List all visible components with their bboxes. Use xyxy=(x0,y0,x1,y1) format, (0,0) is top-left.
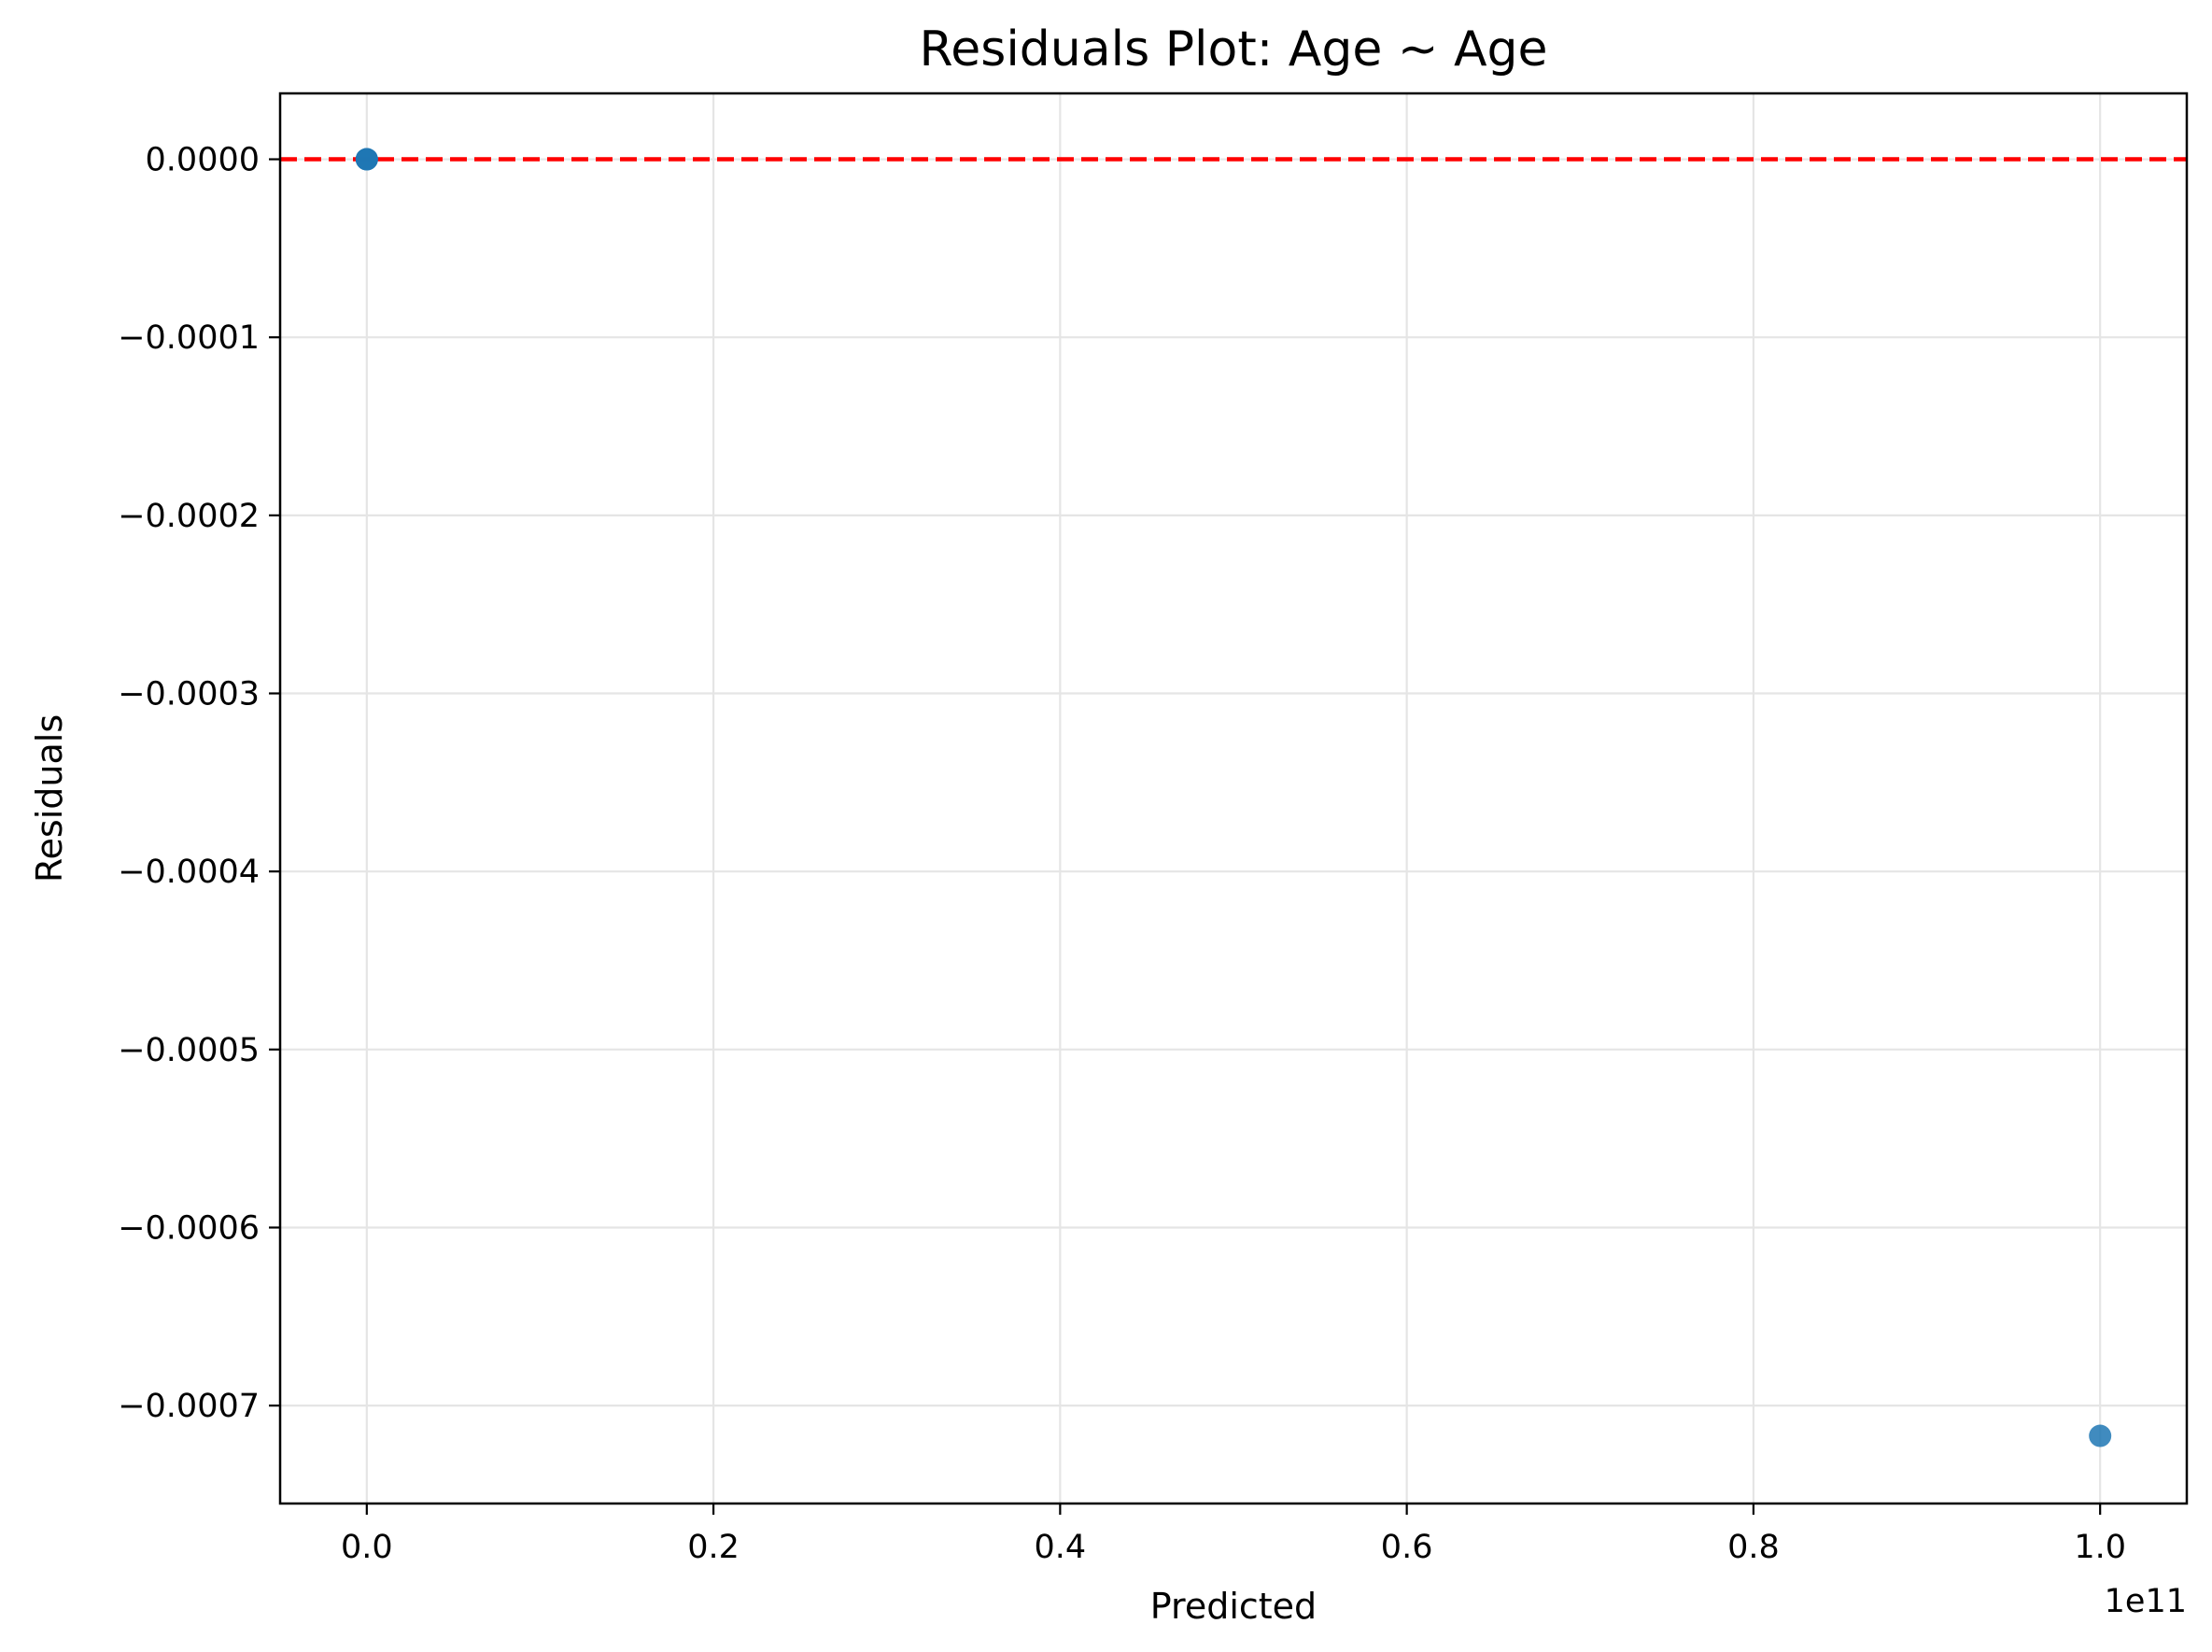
y-tick-label: −0.0005 xyxy=(118,1032,260,1069)
y-tick-label: −0.0007 xyxy=(118,1388,260,1425)
x-axis-label: Predicted xyxy=(1150,1586,1317,1627)
y-tick-label: −0.0006 xyxy=(118,1209,260,1247)
x-axis-offset-label: 1e11 xyxy=(2105,1583,2187,1620)
y-tick-label: 0.0000 xyxy=(146,142,260,179)
x-tick-label: 0.6 xyxy=(1381,1529,1433,1566)
y-tick-label: −0.0002 xyxy=(118,498,260,535)
y-axis-ticks: 0.0000 −0.0001 −0.0002 −0.0003 −0.0004 −0.000… xyxy=(118,142,280,1425)
x-tick-label: 1.0 xyxy=(2074,1529,2126,1566)
chart-title: Residuals Plot: Age ~ Age xyxy=(919,21,1547,78)
data-point xyxy=(2089,1424,2112,1447)
y-axis-label: Residuals xyxy=(29,714,70,882)
x-tick-label: 0.8 xyxy=(1727,1529,1780,1566)
x-tick-label: 0.2 xyxy=(687,1529,740,1566)
x-tick-label: 0.0 xyxy=(341,1529,393,1566)
x-tick-label: 0.4 xyxy=(1035,1529,1087,1566)
y-tick-label: −0.0004 xyxy=(118,854,260,891)
grid xyxy=(280,93,2187,1504)
plot-area-frame xyxy=(278,92,2189,1505)
data-point xyxy=(355,148,378,171)
data-points xyxy=(355,148,2112,1447)
x-axis-ticks: 0.0 0.2 0.4 0.6 0.8 1.0 xyxy=(341,1504,2126,1566)
y-tick-label: −0.0001 xyxy=(118,319,260,357)
y-tick-label: −0.0003 xyxy=(118,676,260,713)
